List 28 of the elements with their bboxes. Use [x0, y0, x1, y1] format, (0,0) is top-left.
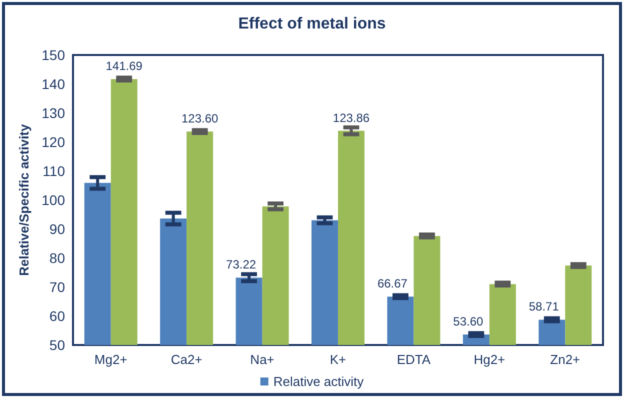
y-tick-label: 130	[42, 105, 66, 121]
legend-label: Relative activity	[273, 374, 364, 389]
data-label: 53.60	[453, 314, 484, 329]
data-label: 58.71	[528, 300, 560, 314]
y-tick-label: 50	[49, 337, 66, 353]
data-label: 123.86	[332, 110, 370, 125]
data-label: 141.69	[106, 59, 143, 74]
x-tick-label: Zn2+	[550, 352, 580, 367]
y-axis-title: Relative/Specific activity	[16, 123, 32, 276]
y-tick-label: 80	[49, 250, 66, 266]
y-tick-label: 110	[42, 163, 66, 179]
x-tick-label: EDTA	[396, 352, 431, 367]
x-tick-label: Ca2+	[170, 352, 202, 367]
y-tick-label: 60	[49, 308, 66, 324]
chart-title: Effect of metal ions	[238, 16, 386, 32]
y-tick-label: 140	[42, 76, 66, 92]
data-label: 66.67	[377, 276, 408, 291]
y-tick-label: 120	[42, 134, 66, 150]
data-label: 73.22	[226, 258, 256, 272]
y-tick-label: 90	[49, 221, 66, 237]
x-tick-label: Hg2+	[474, 352, 506, 367]
y-tick-label: 100	[42, 192, 66, 208]
x-tick-label: Na+	[250, 352, 274, 367]
x-tick-label: K+	[330, 352, 346, 367]
data-label: 123.60	[181, 112, 218, 126]
y-tick-label: 150	[42, 47, 66, 63]
x-tick-label: Mg2+	[94, 352, 128, 367]
y-tick-label: 70	[49, 279, 66, 295]
